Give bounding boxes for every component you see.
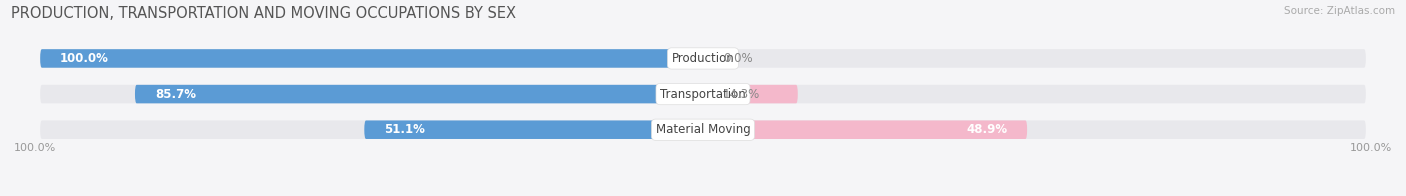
Text: 100.0%: 100.0%	[60, 52, 108, 65]
FancyBboxPatch shape	[41, 49, 703, 68]
Text: Material Moving: Material Moving	[655, 123, 751, 136]
Text: 100.0%: 100.0%	[14, 142, 56, 152]
Text: 48.9%: 48.9%	[966, 123, 1007, 136]
FancyBboxPatch shape	[364, 121, 703, 139]
Text: 100.0%: 100.0%	[1350, 142, 1392, 152]
FancyBboxPatch shape	[703, 121, 1028, 139]
Text: 51.1%: 51.1%	[384, 123, 425, 136]
Text: Production: Production	[672, 52, 734, 65]
Text: Transportation: Transportation	[661, 88, 745, 101]
FancyBboxPatch shape	[703, 85, 797, 103]
Text: 0.0%: 0.0%	[723, 52, 752, 65]
FancyBboxPatch shape	[41, 85, 1365, 103]
Text: Source: ZipAtlas.com: Source: ZipAtlas.com	[1284, 6, 1395, 16]
FancyBboxPatch shape	[41, 49, 1365, 68]
FancyBboxPatch shape	[41, 121, 1365, 139]
Text: PRODUCTION, TRANSPORTATION AND MOVING OCCUPATIONS BY SEX: PRODUCTION, TRANSPORTATION AND MOVING OC…	[11, 6, 516, 21]
Text: 14.3%: 14.3%	[723, 88, 761, 101]
Text: 85.7%: 85.7%	[155, 88, 195, 101]
FancyBboxPatch shape	[135, 85, 703, 103]
